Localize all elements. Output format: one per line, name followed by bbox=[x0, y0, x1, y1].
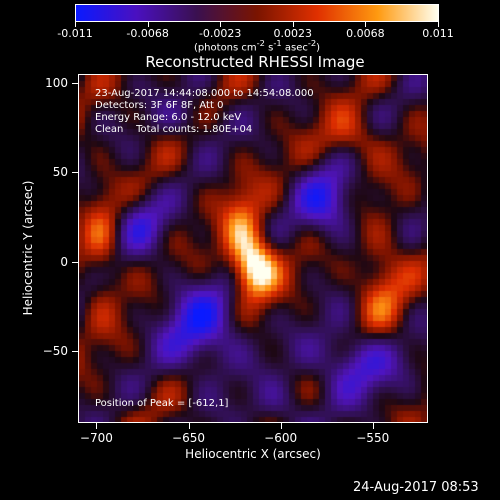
info-clean: Clean Total counts: 1.80E+04 bbox=[95, 124, 253, 135]
colorbar-tick-label: -0.011 bbox=[57, 27, 93, 40]
colorbar bbox=[75, 4, 439, 22]
colorbar-tick-label: 0.0068 bbox=[346, 27, 385, 40]
colorbar-tick-label: -0.0068 bbox=[126, 27, 169, 40]
peak-position: Position of Peak = [-612,1] bbox=[95, 398, 229, 409]
colorbar-tick bbox=[75, 22, 76, 27]
colorbar-tick-label: 0.0023 bbox=[273, 27, 313, 40]
x-tick-label: −600 bbox=[264, 431, 298, 445]
y-tick bbox=[72, 172, 78, 174]
y-axis-label: Heliocentric Y (arcsec) bbox=[21, 180, 35, 316]
info-energy: Energy Range: 6.0 - 12.0 keV bbox=[95, 112, 242, 123]
y-tick bbox=[72, 351, 78, 353]
y-tick-label: 0 bbox=[60, 254, 68, 269]
y-tick bbox=[72, 82, 78, 84]
y-tick bbox=[72, 261, 78, 263]
y-tick-label: −50 bbox=[42, 344, 68, 359]
colorbar-tick bbox=[147, 22, 149, 27]
plot-title: Reconstructed RHESSI Image bbox=[145, 53, 365, 71]
y-tick-label: 50 bbox=[52, 165, 68, 180]
image-panel bbox=[78, 74, 428, 423]
x-tick bbox=[96, 423, 98, 429]
colorbar-tick-label: -0.0023 bbox=[198, 27, 242, 40]
x-tick bbox=[372, 423, 374, 429]
colorbar-tick bbox=[438, 22, 439, 27]
timestamp: 24-Aug-2017 08:53 bbox=[353, 480, 479, 495]
colorbar-tick-label: 0.011 bbox=[422, 27, 454, 40]
x-tick-label: −550 bbox=[356, 431, 390, 445]
rhessi-image bbox=[79, 75, 427, 422]
colorbar-tick bbox=[220, 22, 222, 27]
info-detectors: Detectors: 3F 6F 8F, Att 0 bbox=[95, 100, 224, 111]
y-tick-label: 100 bbox=[45, 75, 68, 90]
colorbar-tick bbox=[292, 22, 294, 27]
colorbar-tick bbox=[365, 22, 367, 27]
x-tick-label: −650 bbox=[172, 431, 205, 445]
info-time: 23-Aug-2017 14:44:08.000 to 14:54:08.000 bbox=[95, 88, 314, 99]
x-axis-label: Heliocentric X (arcsec) bbox=[185, 447, 321, 461]
x-tick bbox=[188, 423, 190, 429]
x-tick bbox=[280, 423, 282, 429]
colorbar-units: (photons cm-2 s-1 asec-2) bbox=[193, 38, 321, 54]
x-tick-label: −700 bbox=[79, 431, 113, 445]
